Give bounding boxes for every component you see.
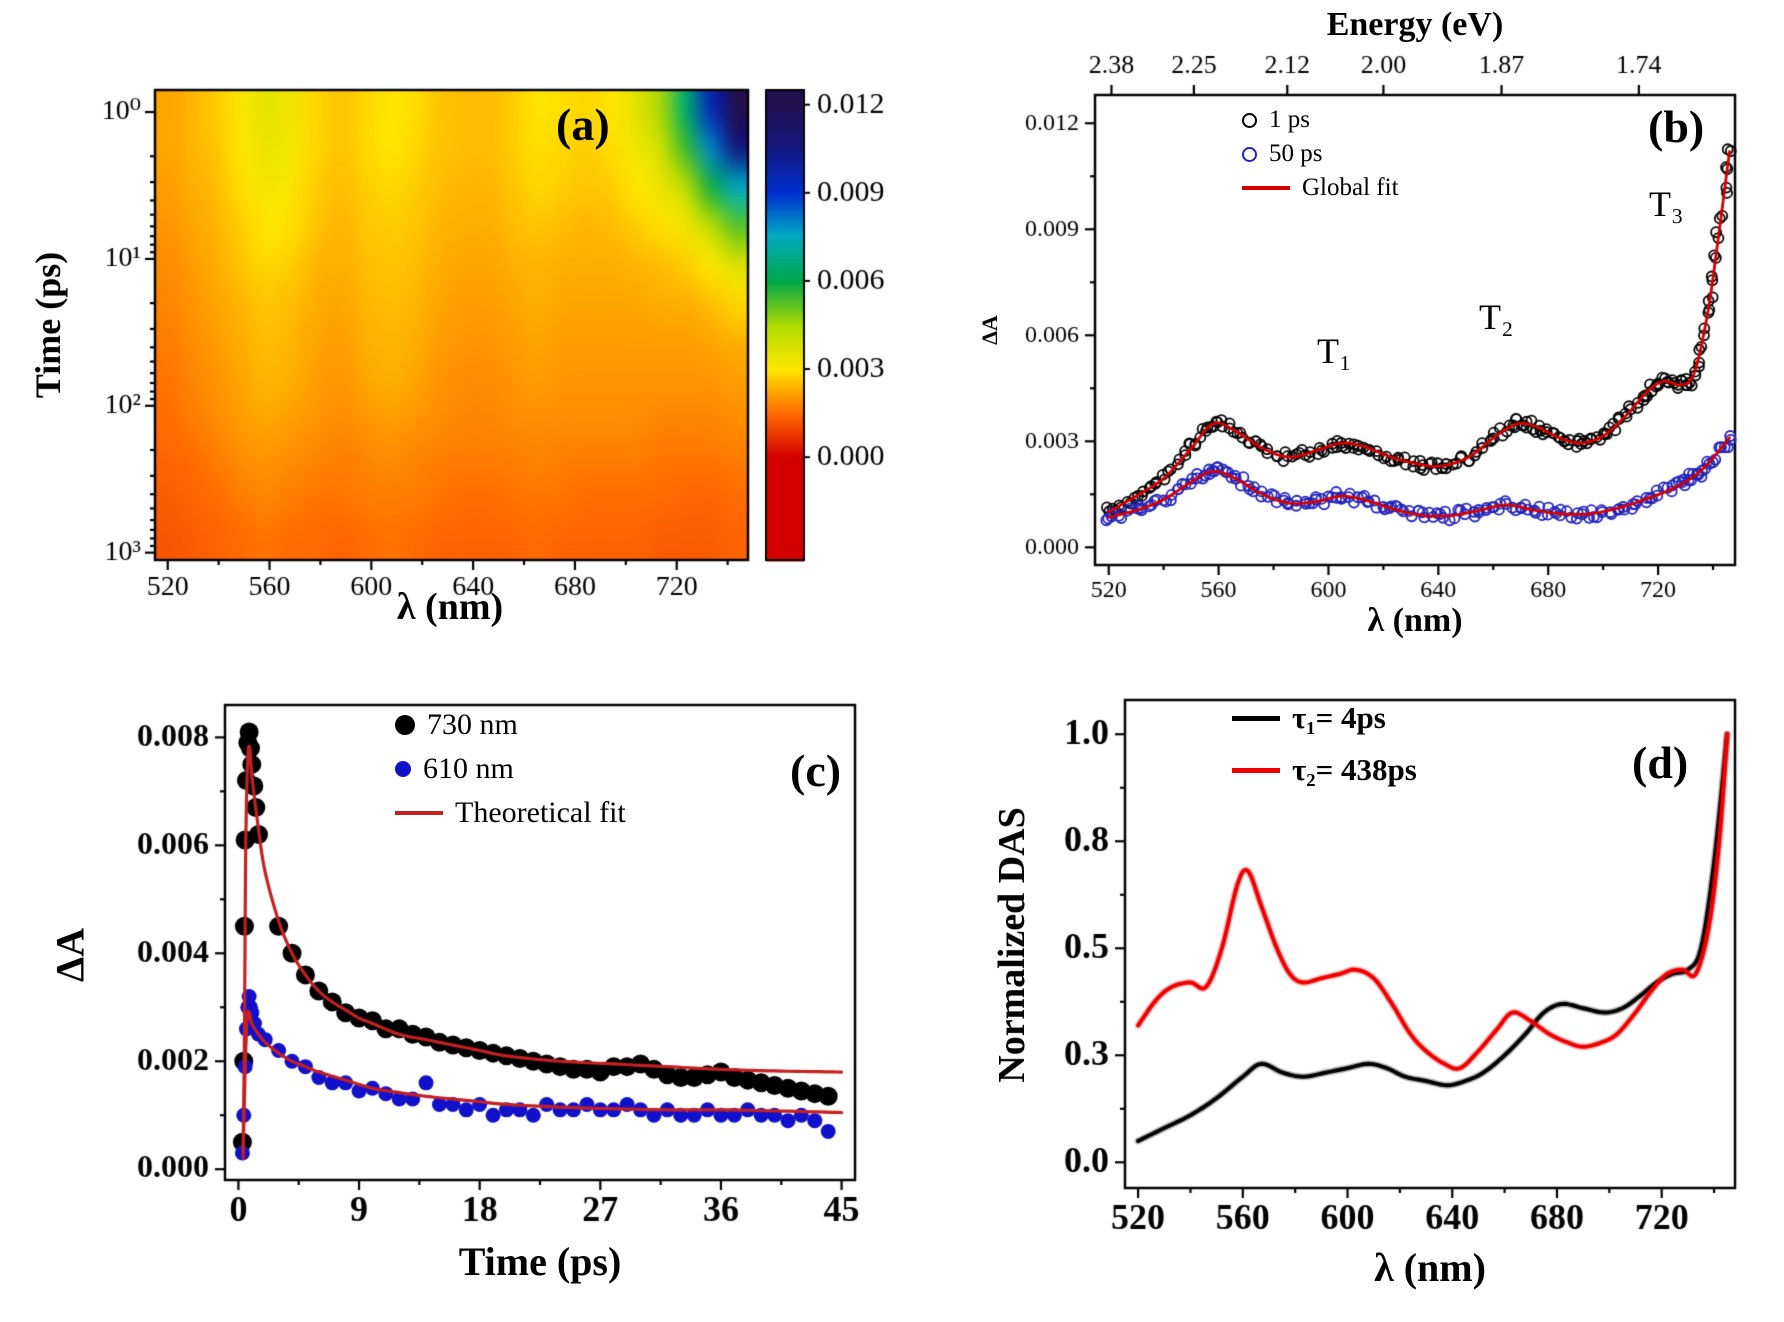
legend-label-1ps: 1 ps xyxy=(1269,106,1310,133)
legend-item-tau1: τ₁= 4ps xyxy=(1232,700,1417,736)
annotation-T2: T₂ xyxy=(1479,297,1514,337)
legend-label-theoretical-fit: Theoretical fit xyxy=(455,796,626,829)
panel-c-kinetics: ΔA Time (ps) (c) 730 nm 610 nm Theoretic… xyxy=(0,660,960,1322)
open-circle-marker-blue xyxy=(1242,146,1257,162)
legend-item-1ps: 1 ps xyxy=(1242,106,1399,134)
panel-c-ylabel: ΔA xyxy=(47,928,93,982)
legend-item-tau2: τ₂= 438ps xyxy=(1232,752,1417,788)
das-canvas xyxy=(960,660,1784,1322)
panel-d-das: Normalized DAS λ (nm) (d) τ₁= 4ps τ₂= 43… xyxy=(960,660,1784,1322)
spectra-canvas xyxy=(960,0,1784,660)
legend-label-50ps: 50 ps xyxy=(1269,140,1323,167)
open-circle-marker-black xyxy=(1242,112,1257,128)
red-line-marker xyxy=(395,811,443,815)
filled-circle-marker-black xyxy=(395,715,415,735)
legend-label-610nm: 610 nm xyxy=(423,752,514,785)
panel-a-heatmap: Time (ps) λ (nm) (a) xyxy=(0,0,960,660)
panel-a-xlabel: λ (nm) xyxy=(396,586,504,628)
legend-item-610nm: 610 nm xyxy=(395,752,626,786)
kinetics-canvas xyxy=(0,660,960,1322)
panel-d-xlabel: λ (nm) xyxy=(1374,1245,1486,1290)
panel-b-top-axis-title: Energy (eV) xyxy=(1326,6,1504,43)
panel-b-spectra: Energy (eV) ΔA λ (nm) (b) 1 ps 50 ps Glo… xyxy=(960,0,1784,660)
legend-item-theoretical-fit: Theoretical fit xyxy=(395,796,626,830)
legend-item-global-fit: Global fit xyxy=(1242,174,1399,202)
legend-label-tau2: τ₂= 438ps xyxy=(1292,752,1417,787)
annotation-T3: T₃ xyxy=(1649,184,1684,224)
panel-a-ylabel: Time (ps) xyxy=(28,251,68,399)
panel-c-legend: 730 nm 610 nm Theoretical fit xyxy=(395,708,626,830)
panel-d-ylabel: Normalized DAS xyxy=(991,807,1033,1083)
legend-label-730nm: 730 nm xyxy=(427,708,518,741)
panel-b-ylabel: ΔA xyxy=(977,315,1002,345)
legend-item-50ps: 50 ps xyxy=(1242,140,1399,168)
panel-c-xlabel: Time (ps) xyxy=(458,1239,622,1284)
panel-b-legend: 1 ps 50 ps Global fit xyxy=(1242,106,1399,202)
panel-d-tag: (d) xyxy=(1632,737,1689,788)
annotation-T1: T₁ xyxy=(1317,331,1352,371)
heatmap-canvas xyxy=(0,0,960,660)
panel-b-tag: (b) xyxy=(1648,101,1705,152)
black-line-marker xyxy=(1232,715,1280,721)
panel-d-legend: τ₁= 4ps τ₂= 438ps xyxy=(1232,700,1417,788)
legend-label-global-fit: Global fit xyxy=(1302,174,1399,201)
red-line-marker xyxy=(1242,186,1290,190)
legend-label-tau1: τ₁= 4ps xyxy=(1292,700,1386,735)
panel-a-tag: (a) xyxy=(556,99,610,150)
panel-b-xlabel: λ (nm) xyxy=(1367,602,1463,639)
panel-c-tag: (c) xyxy=(790,745,842,796)
filled-circle-marker-blue xyxy=(395,761,411,777)
legend-item-730nm: 730 nm xyxy=(395,708,626,742)
red-line-marker xyxy=(1232,767,1280,773)
